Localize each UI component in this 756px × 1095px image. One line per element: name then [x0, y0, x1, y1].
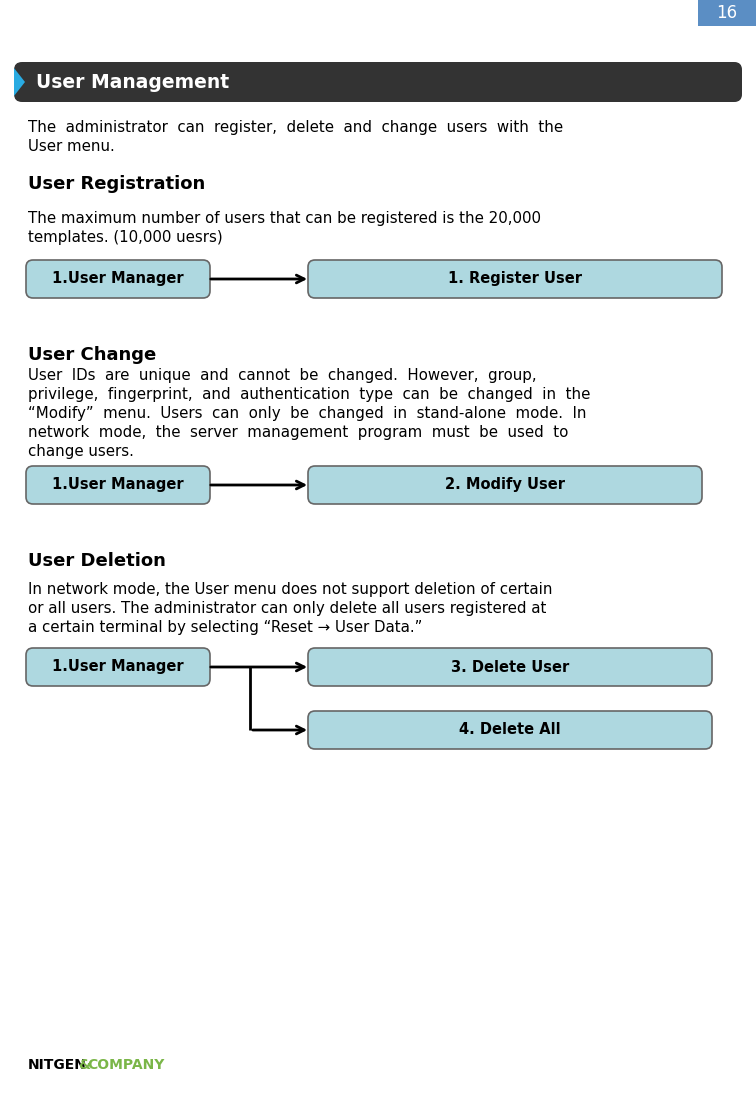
Text: change users.: change users. — [28, 443, 134, 459]
Text: 1.User Manager: 1.User Manager — [52, 477, 184, 493]
Text: The maximum number of users that can be registered is the 20,000: The maximum number of users that can be … — [28, 211, 541, 226]
FancyBboxPatch shape — [308, 466, 702, 504]
Text: User Management: User Management — [36, 72, 229, 92]
Text: 3. Delete User: 3. Delete User — [451, 659, 569, 675]
Text: User Deletion: User Deletion — [28, 552, 166, 570]
Text: The  administrator  can  register,  delete  and  change  users  with  the: The administrator can register, delete a… — [28, 120, 563, 135]
Text: a certain terminal by selecting “Reset → User Data.”: a certain terminal by selecting “Reset →… — [28, 620, 423, 635]
Bar — [698, 0, 756, 26]
Text: 4. Delete All: 4. Delete All — [459, 723, 561, 738]
Text: 1. Register User: 1. Register User — [448, 272, 582, 287]
Text: network  mode,  the  server  management  program  must  be  used  to: network mode, the server management prog… — [28, 425, 569, 440]
Text: &: & — [78, 1058, 90, 1072]
Text: templates. (10,000 uesrs): templates. (10,000 uesrs) — [28, 230, 223, 245]
FancyBboxPatch shape — [308, 260, 722, 298]
Text: User menu.: User menu. — [28, 139, 115, 154]
Text: 1.User Manager: 1.User Manager — [52, 659, 184, 675]
Text: User  IDs  are  unique  and  cannot  be  changed.  However,  group,: User IDs are unique and cannot be change… — [28, 368, 537, 383]
FancyBboxPatch shape — [712, 62, 742, 102]
Text: 2. Modify User: 2. Modify User — [445, 477, 565, 493]
Text: User Change: User Change — [28, 346, 156, 364]
Text: COMPANY: COMPANY — [87, 1058, 164, 1072]
FancyBboxPatch shape — [26, 648, 210, 685]
Text: 16: 16 — [717, 4, 738, 22]
Text: In network mode, the User menu does not support deletion of certain: In network mode, the User menu does not … — [28, 583, 553, 597]
Text: or all users. The administrator can only delete all users registered at: or all users. The administrator can only… — [28, 601, 547, 616]
Text: privilege,  fingerprint,  and  authentication  type  can  be  changed  in  the: privilege, fingerprint, and authenticati… — [28, 387, 590, 402]
FancyBboxPatch shape — [26, 466, 210, 504]
FancyBboxPatch shape — [308, 648, 712, 685]
Text: “Modify”  menu.  Users  can  only  be  changed  in  stand-alone  mode.  In: “Modify” menu. Users can only be changed… — [28, 406, 587, 420]
FancyBboxPatch shape — [308, 711, 712, 749]
Text: User Registration: User Registration — [28, 175, 205, 193]
FancyBboxPatch shape — [14, 62, 742, 102]
Text: NITGEN: NITGEN — [28, 1058, 87, 1072]
Text: 1.User Manager: 1.User Manager — [52, 272, 184, 287]
FancyBboxPatch shape — [26, 260, 210, 298]
Polygon shape — [14, 68, 25, 96]
